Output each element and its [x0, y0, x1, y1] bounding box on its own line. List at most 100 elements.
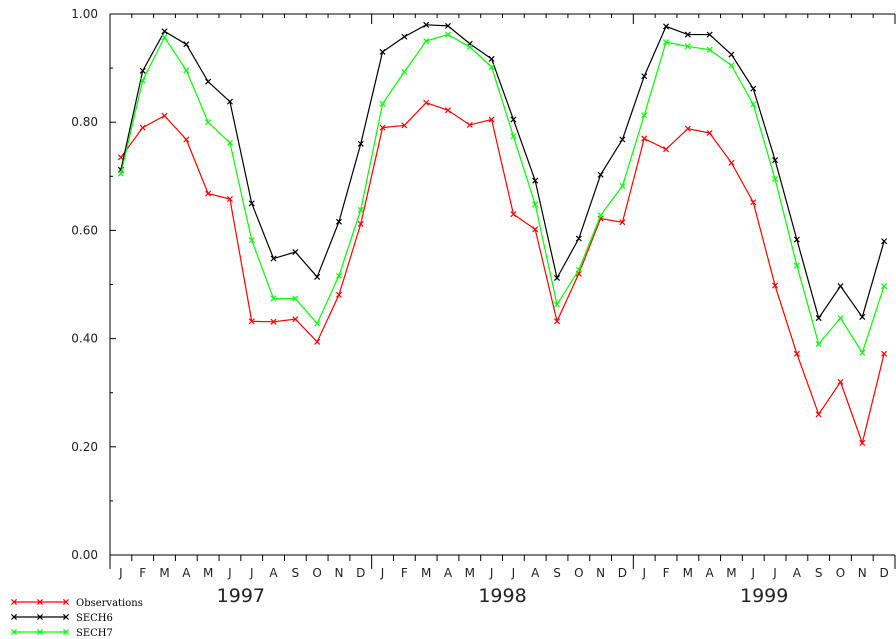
x-tick-label-month: A [269, 566, 278, 580]
data-point-marker [423, 38, 430, 45]
data-point-marker [859, 349, 866, 356]
data-point-marker [117, 154, 124, 161]
data-point-marker [881, 350, 888, 357]
chart-axes [109, 13, 896, 569]
data-point-marker [728, 159, 735, 166]
data-point-marker [335, 291, 342, 298]
data-point-marker [139, 77, 146, 84]
y-tick-label: 0.40 [71, 332, 98, 346]
data-point-marker [510, 211, 517, 218]
data-point-marker [117, 170, 124, 177]
legend-marker [10, 613, 18, 621]
data-point-marker [597, 212, 604, 219]
x-tick-label-month: O [312, 566, 321, 580]
x-tick-label-month: J [118, 566, 123, 580]
data-point-marker [357, 220, 364, 227]
data-point-marker [248, 237, 255, 244]
data-point-marker [881, 238, 888, 245]
x-tick-label-month: A [444, 566, 453, 580]
data-point-marker [466, 43, 473, 51]
data-point-marker [314, 320, 321, 327]
data-point-marker [379, 124, 386, 131]
data-point-marker [684, 125, 691, 132]
data-point-marker [859, 313, 866, 320]
data-point-marker [641, 73, 648, 80]
year-label: 1999 [740, 585, 788, 607]
x-tick-label-month: F [401, 566, 408, 580]
data-point-marker [335, 218, 342, 225]
legend-label: Observations [76, 598, 143, 609]
data-point-marker [226, 195, 233, 203]
data-point-marker [270, 255, 277, 262]
data-point-marker [248, 200, 255, 207]
data-point-marker [837, 283, 844, 290]
data-point-marker [226, 139, 233, 146]
data-point-marker [423, 21, 430, 28]
y-tick-label: 0.00 [71, 548, 98, 562]
x-tick-label-month: N [334, 566, 343, 580]
x-tick-label-month: J [249, 566, 254, 580]
data-point-marker [575, 266, 582, 273]
data-point-marker [488, 63, 495, 71]
data-point-marker [728, 51, 735, 58]
data-point-marker [401, 68, 408, 75]
data-point-marker [444, 31, 452, 38]
data-point-marker [619, 219, 626, 226]
x-tick-label-month: A [793, 566, 802, 580]
series-lines [117, 21, 888, 447]
data-point-marker [684, 31, 691, 38]
data-point-marker [226, 98, 233, 105]
data-point-marker [793, 350, 800, 357]
data-point-marker [553, 318, 561, 325]
data-point-marker [837, 378, 844, 385]
y-tick-label: 0.60 [71, 223, 98, 237]
data-point-marker [183, 41, 190, 48]
x-tick-label-month: O [574, 566, 583, 580]
data-point-marker [663, 146, 670, 153]
x-tick-label-month: S [815, 566, 823, 580]
x-tick-label-month: A [706, 566, 715, 580]
data-point-marker [314, 273, 321, 280]
x-tick-label-month: N [596, 566, 605, 580]
data-point-marker [183, 136, 190, 143]
data-point-marker [532, 177, 539, 184]
legend-marker [62, 613, 70, 621]
data-point-marker [815, 315, 822, 322]
data-point-marker [205, 78, 212, 85]
series-line [120, 33, 885, 355]
data-point-marker [510, 133, 517, 140]
data-point-marker [597, 171, 604, 178]
data-point-marker [205, 119, 212, 126]
data-point-marker [139, 124, 146, 131]
data-point-marker [183, 67, 190, 74]
data-point-marker [314, 338, 321, 345]
legend-marker [10, 628, 18, 636]
data-point-marker [837, 315, 844, 322]
y-tick-label: 1.00 [71, 7, 98, 21]
data-point-marker [335, 272, 342, 279]
data-point-marker [619, 183, 626, 190]
data-point-marker [161, 112, 168, 119]
data-point-marker [815, 411, 822, 418]
data-point-marker [292, 249, 299, 256]
data-point-marker [750, 101, 757, 108]
data-point-marker [401, 33, 408, 40]
x-tick-label-month: J [380, 566, 385, 580]
data-point-marker [772, 282, 779, 289]
y-tick-label: 0.80 [71, 115, 98, 129]
x-tick-label-month: D [879, 566, 888, 580]
data-point-marker [793, 236, 800, 243]
legend-item: SECH7 [10, 628, 113, 639]
data-point-marker [663, 39, 670, 46]
x-tick-label-month: M [726, 566, 736, 580]
data-point-marker [881, 283, 888, 290]
series-line [120, 24, 885, 320]
data-point-marker [728, 62, 735, 69]
data-point-marker [575, 235, 582, 242]
data-point-marker [379, 48, 386, 55]
data-point-marker [161, 34, 168, 41]
data-point-marker [270, 295, 277, 302]
data-point-marker [139, 67, 146, 74]
